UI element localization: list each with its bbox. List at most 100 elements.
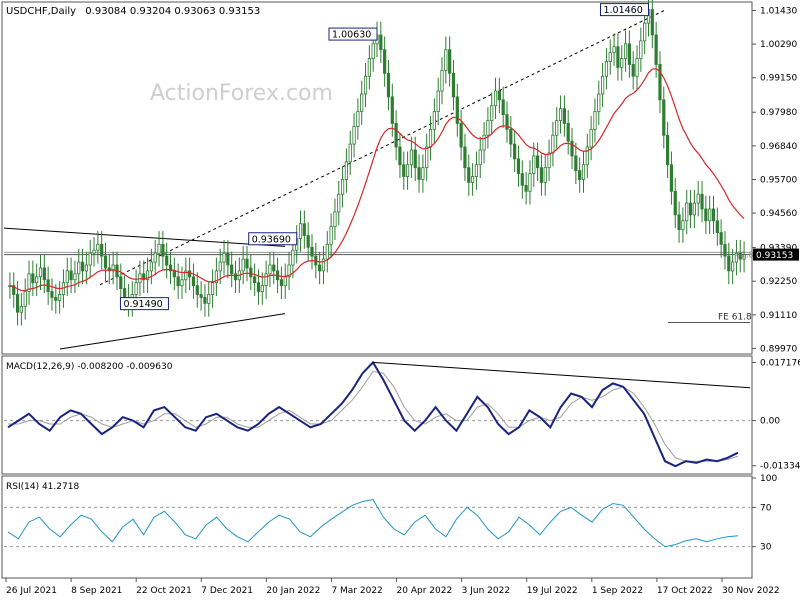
candle-body [245, 258, 249, 269]
candle-body [165, 255, 169, 266]
candle-body [501, 99, 505, 115]
candle-body [516, 158, 521, 174]
candle-body [558, 108, 563, 121]
candle-body [459, 123, 463, 148]
candle-body [214, 270, 218, 284]
candle-body [218, 261, 222, 272]
candle-body [226, 252, 230, 266]
candle-body [272, 264, 276, 272]
candle-body [340, 179, 345, 195]
candle-body [291, 249, 295, 266]
price-annotation-box [328, 27, 378, 41]
candle-body [723, 243, 727, 257]
candle-body [207, 294, 211, 304]
price-y-tick-label: 0.91110 [760, 311, 797, 321]
macd-label: MACD(12,26,9) -0.008200 -0.009630 [6, 362, 173, 372]
candle-body [715, 220, 719, 233]
price-annotation-label: 0.93690 [252, 234, 291, 245]
candle-body [574, 155, 578, 172]
candle-body [631, 64, 635, 77]
candle-body [123, 288, 127, 298]
candle-body [191, 276, 196, 287]
candle-body [321, 258, 326, 272]
axis-layer: 1.01430 1.00290 0.99150 0.97980 0.96840 0.957… [5, 6, 800, 596]
price-annotation-box [248, 232, 298, 246]
candle-body [570, 140, 574, 157]
candle-body [643, 22, 647, 42]
candle-body [486, 120, 490, 136]
candle-body [524, 184, 528, 192]
x-axis-label: 26 Jul 2021 [6, 586, 57, 596]
candle-body [363, 75, 368, 95]
candle-body [405, 164, 410, 177]
candle-body [253, 276, 257, 284]
x-axis-label: 22 Oct 2021 [136, 586, 192, 596]
current-price-label: 0.93153 [756, 251, 793, 261]
symbol-label: USDCHF,Daily 0.93084 0.93204 0.93063 0.9… [6, 6, 260, 17]
candle-body [199, 294, 203, 298]
candle-body [539, 167, 544, 183]
candle-body [448, 49, 452, 74]
candle-body [77, 261, 81, 275]
candle-body [371, 43, 375, 59]
x-axis-label: 7 Dec 2021 [201, 586, 253, 596]
candle-body [436, 90, 440, 113]
candle-body [520, 173, 524, 186]
candle-body [161, 243, 165, 257]
x-axis-label: 20 Apr 2022 [397, 586, 453, 596]
rsi-line [7, 499, 739, 548]
price-y-tick-label: 0.97980 [760, 108, 797, 118]
x-axis-label: 30 Nov 2022 [722, 586, 780, 596]
rsi-panel-frame [1, 475, 753, 579]
symbol-name: USDCHF,Daily [6, 6, 76, 17]
candle-body [444, 49, 448, 71]
candle-body [31, 273, 35, 284]
candle-body [149, 261, 153, 272]
candle-body [306, 235, 310, 248]
candle-body [428, 128, 433, 148]
candle-body [562, 108, 566, 124]
candle-body [616, 46, 620, 68]
rsi-y-tick-label: 30 [760, 543, 772, 553]
candle-body [100, 243, 104, 257]
candle-body [172, 270, 176, 278]
candle-body [681, 220, 685, 231]
candle-body [451, 72, 456, 98]
candle-body [551, 134, 555, 154]
price-y-tick-label: 0.92250 [760, 277, 797, 287]
x-axis-label: 8 Sep 2021 [71, 586, 122, 596]
candle-body [386, 72, 391, 98]
candle-body [738, 252, 742, 260]
candle-body [711, 208, 716, 222]
candle-body [490, 105, 494, 121]
macd-y-tick-label: 0.017176 [760, 358, 800, 368]
candle-body [337, 193, 341, 213]
candle-body [402, 164, 406, 177]
candle-body [92, 249, 96, 254]
candle-body [184, 270, 188, 281]
rsi-y-tick-label: 100 [760, 474, 777, 484]
candle-body [692, 202, 696, 216]
price-y-tick-label: 1.00290 [760, 40, 797, 50]
ema-line [9, 68, 745, 292]
candle-body [463, 146, 467, 169]
candle-body [42, 267, 46, 281]
candle-body [731, 261, 735, 272]
price-annotation-box [119, 297, 169, 311]
price-annotation-label: 1.00630 [332, 30, 371, 41]
candle-body [604, 61, 609, 77]
candle-body [54, 297, 58, 301]
candle-body [333, 211, 337, 228]
candle-body [15, 294, 20, 313]
candle-body [601, 75, 605, 95]
ohlc-values: 0.93084 0.93204 0.93063 0.93153 [85, 6, 260, 17]
rising-dashed-trendline [99, 9, 667, 286]
candle-body [639, 40, 643, 59]
candle-body [666, 134, 670, 166]
candle-body [260, 285, 264, 292]
candle-body [704, 208, 708, 222]
candle-body [88, 252, 92, 266]
candle-body [38, 267, 43, 278]
triangle-lower-trendline [59, 313, 286, 350]
candle-body [69, 270, 73, 281]
